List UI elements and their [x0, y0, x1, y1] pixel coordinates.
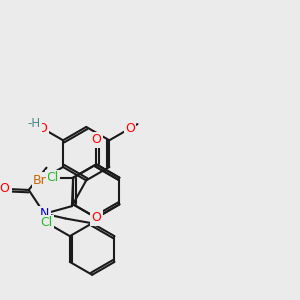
Text: Cl: Cl [46, 171, 58, 184]
Text: O: O [125, 122, 135, 135]
Text: -H: -H [28, 117, 41, 130]
Text: O: O [92, 211, 101, 224]
Text: O: O [0, 182, 9, 195]
Text: N: N [40, 207, 49, 220]
Text: Br: Br [33, 174, 47, 187]
Text: Cl: Cl [40, 216, 53, 229]
Text: O: O [92, 133, 101, 146]
Text: O: O [38, 122, 47, 135]
